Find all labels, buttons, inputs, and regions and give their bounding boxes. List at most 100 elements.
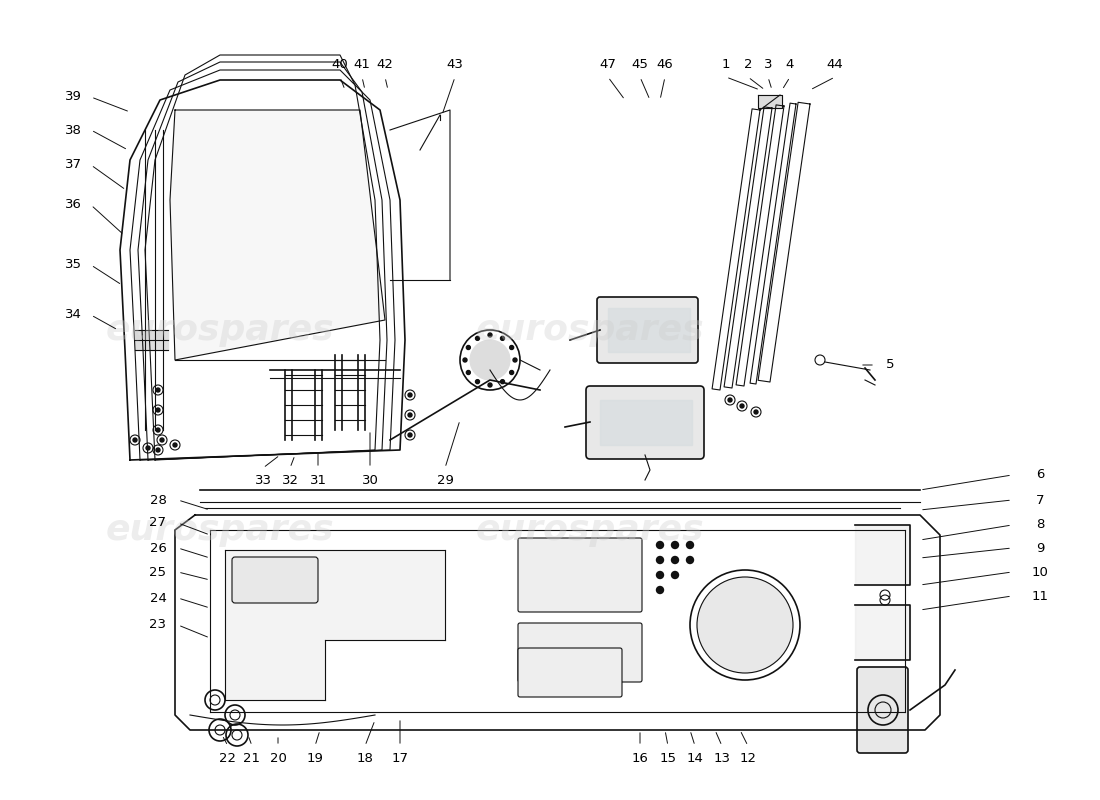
- Circle shape: [686, 542, 693, 549]
- Circle shape: [657, 557, 663, 563]
- Circle shape: [408, 413, 412, 417]
- Circle shape: [160, 438, 164, 442]
- Polygon shape: [600, 400, 692, 445]
- Text: 16: 16: [631, 751, 648, 765]
- Text: 29: 29: [437, 474, 453, 486]
- Circle shape: [509, 346, 514, 350]
- Text: 20: 20: [270, 751, 286, 765]
- Circle shape: [657, 542, 663, 549]
- Text: 6: 6: [1036, 469, 1044, 482]
- Text: 21: 21: [243, 751, 261, 765]
- Circle shape: [697, 577, 793, 673]
- Text: 17: 17: [392, 751, 408, 765]
- Circle shape: [475, 380, 480, 384]
- Circle shape: [133, 438, 138, 442]
- Text: 25: 25: [150, 566, 166, 578]
- Text: 38: 38: [65, 123, 81, 137]
- Circle shape: [671, 557, 679, 563]
- Text: 33: 33: [254, 474, 272, 486]
- Circle shape: [156, 428, 160, 432]
- Circle shape: [754, 410, 758, 414]
- FancyBboxPatch shape: [518, 623, 642, 682]
- Text: 43: 43: [447, 58, 463, 71]
- Text: 3: 3: [763, 58, 772, 71]
- Text: 13: 13: [714, 751, 730, 765]
- Text: 44: 44: [826, 58, 844, 71]
- Polygon shape: [608, 308, 690, 352]
- Circle shape: [173, 443, 177, 447]
- Circle shape: [466, 346, 471, 350]
- Text: 5: 5: [886, 358, 894, 371]
- Circle shape: [657, 571, 663, 578]
- Text: 4: 4: [785, 58, 794, 71]
- Polygon shape: [135, 330, 168, 350]
- Text: 2: 2: [744, 58, 752, 71]
- Text: 1: 1: [722, 58, 730, 71]
- Circle shape: [488, 383, 492, 387]
- Circle shape: [146, 446, 150, 450]
- FancyBboxPatch shape: [597, 297, 698, 363]
- Circle shape: [728, 398, 732, 402]
- Text: 41: 41: [353, 58, 371, 71]
- Circle shape: [500, 336, 505, 340]
- Circle shape: [657, 586, 663, 594]
- Circle shape: [671, 571, 679, 578]
- Text: 9: 9: [1036, 542, 1044, 554]
- Polygon shape: [855, 525, 910, 585]
- Text: 27: 27: [150, 517, 166, 530]
- Circle shape: [500, 380, 505, 384]
- Text: 11: 11: [1032, 590, 1048, 602]
- Text: 8: 8: [1036, 518, 1044, 531]
- Text: 34: 34: [65, 309, 81, 322]
- Text: 46: 46: [657, 58, 673, 71]
- Text: 35: 35: [65, 258, 81, 271]
- Text: 42: 42: [376, 58, 394, 71]
- Circle shape: [488, 333, 492, 337]
- Polygon shape: [170, 110, 385, 360]
- Text: 28: 28: [150, 494, 166, 506]
- Circle shape: [475, 336, 480, 340]
- Text: 12: 12: [739, 751, 757, 765]
- Text: 14: 14: [686, 751, 703, 765]
- Text: 18: 18: [356, 751, 373, 765]
- Circle shape: [466, 370, 471, 374]
- Text: 15: 15: [660, 751, 676, 765]
- Polygon shape: [855, 605, 910, 660]
- Text: eurospares: eurospares: [475, 313, 704, 347]
- Polygon shape: [758, 95, 782, 108]
- Text: 40: 40: [331, 58, 349, 71]
- Circle shape: [686, 557, 693, 563]
- Text: 39: 39: [65, 90, 81, 103]
- Circle shape: [513, 358, 517, 362]
- Text: 31: 31: [309, 474, 327, 486]
- Text: 10: 10: [1032, 566, 1048, 578]
- Circle shape: [156, 408, 160, 412]
- Circle shape: [408, 433, 412, 437]
- FancyBboxPatch shape: [518, 538, 642, 612]
- Circle shape: [463, 358, 467, 362]
- Text: 22: 22: [220, 751, 236, 765]
- FancyBboxPatch shape: [518, 648, 622, 697]
- Circle shape: [156, 448, 160, 452]
- Circle shape: [671, 542, 679, 549]
- Text: eurospares: eurospares: [475, 513, 704, 547]
- Text: 7: 7: [1036, 494, 1044, 506]
- Circle shape: [470, 340, 510, 380]
- Text: 26: 26: [150, 542, 166, 554]
- Text: 45: 45: [631, 58, 648, 71]
- Text: 19: 19: [307, 751, 323, 765]
- Text: 30: 30: [362, 474, 378, 486]
- FancyBboxPatch shape: [586, 386, 704, 459]
- Text: 32: 32: [282, 474, 298, 486]
- Circle shape: [740, 404, 744, 408]
- Circle shape: [408, 393, 412, 397]
- Text: eurospares: eurospares: [106, 513, 334, 547]
- Polygon shape: [226, 550, 446, 700]
- Text: eurospares: eurospares: [106, 313, 334, 347]
- Circle shape: [156, 388, 160, 392]
- FancyBboxPatch shape: [232, 557, 318, 603]
- Circle shape: [509, 370, 514, 374]
- FancyBboxPatch shape: [857, 667, 907, 753]
- Text: 47: 47: [600, 58, 616, 71]
- Text: 23: 23: [150, 618, 166, 631]
